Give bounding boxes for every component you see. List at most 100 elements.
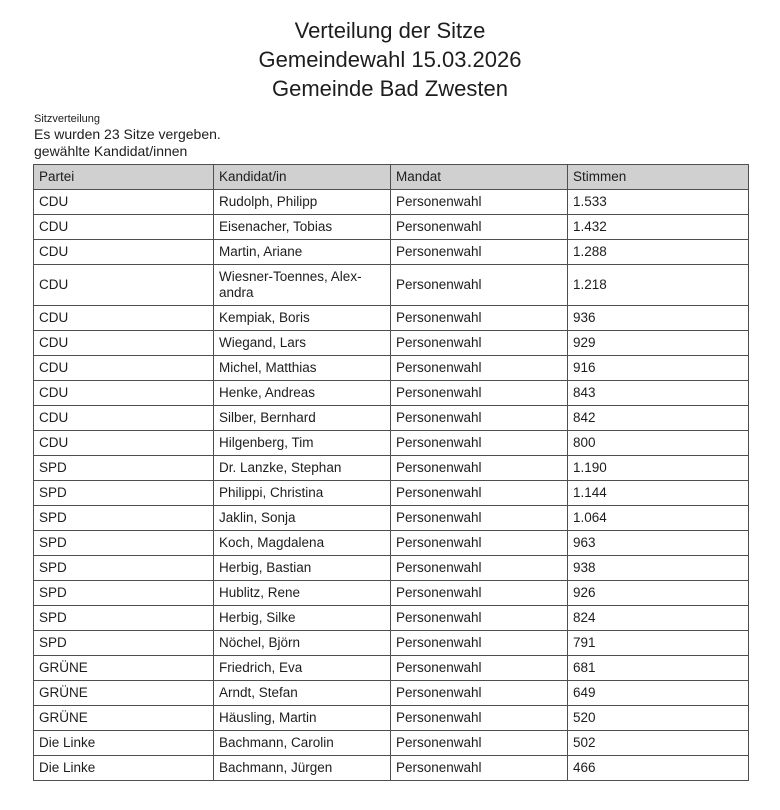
cell-mandat: Personenwahl xyxy=(390,505,568,531)
cell-partei: SPD xyxy=(33,580,214,606)
list-label: gewählte Kandidat/innen xyxy=(34,143,188,159)
cell-stimmen: 800 xyxy=(567,430,749,456)
cell-kandidat: Eisenacher, Tobias xyxy=(213,214,391,240)
title-line-main: Verteilung der Sitze xyxy=(294,18,486,43)
cell-partei: CDU xyxy=(33,214,214,240)
cell-mandat: Personenwahl xyxy=(390,630,568,656)
table-row: SPD Herbig, Silke Personenwahl 824 xyxy=(33,605,749,631)
cell-partei: SPD xyxy=(33,605,214,631)
cell-mandat: Personenwahl xyxy=(390,655,568,681)
cell-stimmen: 842 xyxy=(567,405,749,431)
cell-partei: SPD xyxy=(33,505,214,531)
cell-partei: Die Linke xyxy=(33,755,214,781)
cell-kandidat: Herbig, Bastian xyxy=(213,555,391,581)
cell-mandat: Personenwahl xyxy=(390,530,568,556)
column-header-kandidat: Kandidat/in xyxy=(213,164,391,190)
cell-partei: GRÜNE xyxy=(33,680,214,706)
table-row: SPD Hublitz, Rene Personenwahl 926 xyxy=(33,580,749,606)
cell-partei: SPD xyxy=(33,455,214,481)
cell-mandat: Personenwahl xyxy=(390,555,568,581)
cell-partei: CDU xyxy=(33,380,214,406)
cell-kandidat: Herbig, Silke xyxy=(213,605,391,631)
table-row: Die Linke Bachmann, Jürgen Personenwahl 466 xyxy=(33,755,749,781)
cell-mandat: Personenwahl xyxy=(390,189,568,215)
table-row: CDU Eisenacher, Tobias Personenwahl 1.432 xyxy=(33,214,749,240)
table-row: CDU Martin, Ariane Personenwahl 1.288 xyxy=(33,239,749,265)
cell-stimmen: 791 xyxy=(567,630,749,656)
section-label: Sitzverteilung xyxy=(34,113,101,125)
cell-mandat: Personenwahl xyxy=(390,755,568,781)
cell-partei: CDU xyxy=(33,405,214,431)
cell-stimmen: 963 xyxy=(567,530,749,556)
results-table: Partei Kandidat/in Mandat Stimmen CDU Rud… xyxy=(33,164,749,781)
cell-kandidat: Koch, Magdalena xyxy=(213,530,391,556)
cell-kandidat: Martin, Ariane xyxy=(213,239,391,265)
cell-partei: GRÜNE xyxy=(33,705,214,731)
cell-stimmen: 1.064 xyxy=(567,505,749,531)
seats-info: Es wurden 23 Sitze vergeben. xyxy=(34,126,221,142)
cell-kandidat: Rudolph, Philipp xyxy=(213,189,391,215)
cell-kandidat: Bachmann, Carolin xyxy=(213,730,391,756)
cell-partei: CDU xyxy=(33,305,214,331)
cell-mandat: Personenwahl xyxy=(390,480,568,506)
cell-partei: CDU xyxy=(33,430,214,456)
column-header-mandat: Mandat xyxy=(390,164,568,190)
table-row: SPD Dr. Lanzke, Stephan Personenwahl 1.190 xyxy=(33,455,749,481)
table-row: CDU Wiegand, Lars Personenwahl 929 xyxy=(33,330,749,356)
cell-stimmen: 466 xyxy=(567,755,749,781)
cell-stimmen: 938 xyxy=(567,555,749,581)
cell-stimmen: 649 xyxy=(567,680,749,706)
cell-stimmen: 843 xyxy=(567,380,749,406)
table-row: GRÜNE Arndt, Stefan Personenwahl 649 xyxy=(33,680,749,706)
table-row: GRÜNE Häusling, Martin Personenwahl 520 xyxy=(33,705,749,731)
cell-stimmen: 1.533 xyxy=(567,189,749,215)
title-line-municipality: Gemeinde Bad Zwesten xyxy=(271,76,509,101)
cell-stimmen: 520 xyxy=(567,705,749,731)
cell-mandat: Personenwahl xyxy=(390,680,568,706)
cell-partei: CDU xyxy=(33,189,214,215)
cell-stimmen: 824 xyxy=(567,605,749,631)
cell-stimmen: 926 xyxy=(567,580,749,606)
cell-kandidat: Arndt, Stefan xyxy=(213,680,391,706)
table-row: CDU Wiesner-Toennes, Alex- andra Personenw… xyxy=(33,264,749,306)
cell-mandat: Personenwahl xyxy=(390,430,568,456)
cell-stimmen: 936 xyxy=(567,305,749,331)
table-row: CDU Kempiak, Boris Personenwahl 936 xyxy=(33,305,749,331)
cell-mandat: Personenwahl xyxy=(390,355,568,381)
cell-kandidat: Silber, Bernhard xyxy=(213,405,391,431)
cell-kandidat: Jaklin, Sonja xyxy=(213,505,391,531)
cell-kandidat: Hilgenberg, Tim xyxy=(213,430,391,456)
cell-mandat: Personenwahl xyxy=(390,380,568,406)
table-row: Die Linke Bachmann, Carolin Personenwahl 50… xyxy=(33,730,749,756)
cell-partei: CDU xyxy=(33,239,214,265)
cell-kandidat: Wiesner-Toennes, Alex- andra xyxy=(213,264,391,306)
cell-mandat: Personenwahl xyxy=(390,214,568,240)
cell-stimmen: 1.218 xyxy=(567,264,749,306)
cell-mandat: Personenwahl xyxy=(390,455,568,481)
table-row: CDU Silber, Bernhard Personenwahl 842 xyxy=(33,405,749,431)
cell-partei: SPD xyxy=(33,530,214,556)
table-row: GRÜNE Friedrich, Eva Personenwahl 681 xyxy=(33,655,749,681)
cell-stimmen: 502 xyxy=(567,730,749,756)
column-header-stimmen: Stimmen xyxy=(567,164,749,190)
page-title: Verteilung der Sitze Gemeindewahl 15.03.… xyxy=(0,0,780,103)
cell-partei: CDU xyxy=(33,330,214,356)
cell-stimmen: 1.432 xyxy=(567,214,749,240)
cell-mandat: Personenwahl xyxy=(390,580,568,606)
cell-stimmen: 681 xyxy=(567,655,749,681)
table-row: CDU Michel, Matthias Personenwahl 916 xyxy=(33,355,749,381)
cell-partei: CDU xyxy=(33,355,214,381)
table-row: CDU Hilgenberg, Tim Personenwahl 800 xyxy=(33,430,749,456)
cell-kandidat: Häusling, Martin xyxy=(213,705,391,731)
column-header-partei: Partei xyxy=(33,164,214,190)
table-row: CDU Rudolph, Philipp Personenwahl 1.533 xyxy=(33,189,749,215)
cell-partei: SPD xyxy=(33,480,214,506)
table-row: CDU Henke, Andreas Personenwahl 843 xyxy=(33,380,749,406)
table-row: SPD Philippi, Christina Personenwahl 1.144 xyxy=(33,480,749,506)
table-row: SPD Herbig, Bastian Personenwahl 938 xyxy=(33,555,749,581)
cell-stimmen: 929 xyxy=(567,330,749,356)
cell-partei: SPD xyxy=(33,555,214,581)
table-row: SPD Koch, Magdalena Personenwahl 963 xyxy=(33,530,749,556)
cell-mandat: Personenwahl xyxy=(390,405,568,431)
cell-stimmen: 1.288 xyxy=(567,239,749,265)
